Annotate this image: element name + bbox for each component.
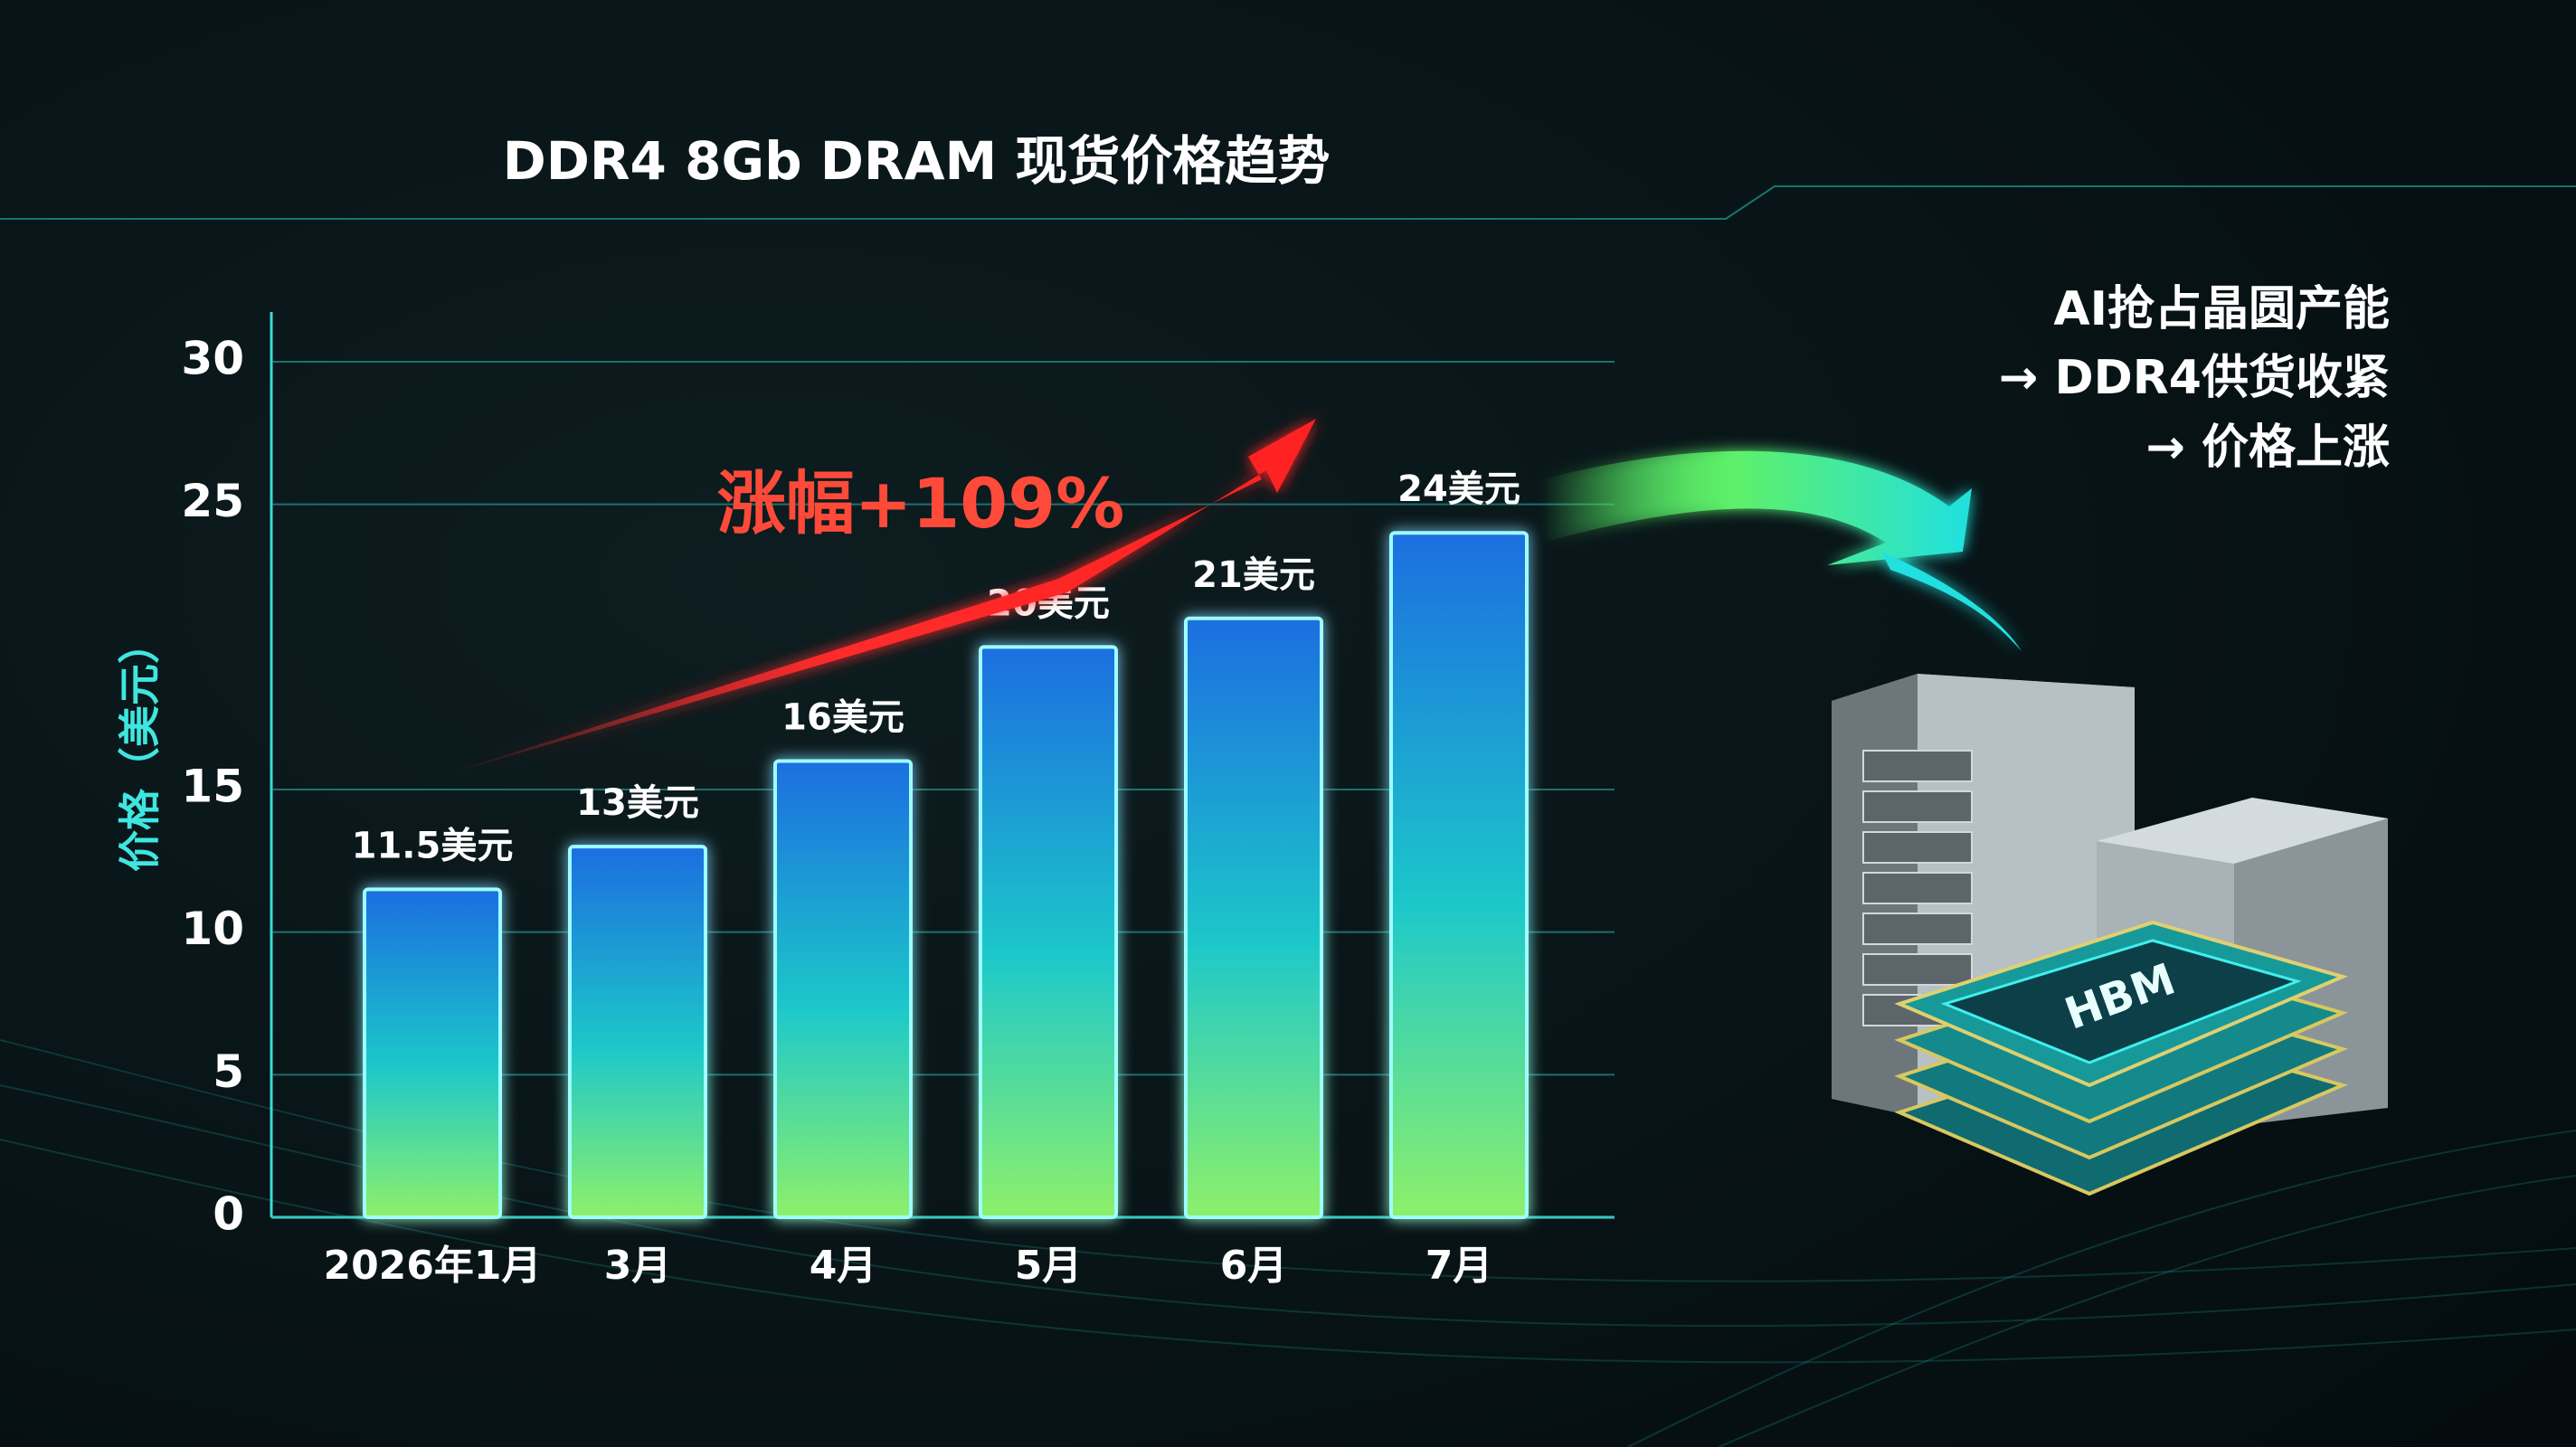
y-tick-label: 15 [181,761,244,813]
plot: 05101525302026年1月11.5美元3月13美元4月16美元5月20美… [181,333,1615,1289]
y-axis-label: 价格（美元） [116,622,165,872]
x-tick-label: 7月 [1425,1243,1493,1289]
data-label: 13美元 [576,782,699,824]
y-tick-label: 30 [181,333,244,385]
note: AI抢占晶圆产能 [2053,282,2390,336]
title-frame [0,185,2576,222]
x-tick-label: 2026年1月 [323,1243,541,1289]
chart-title: DDR4 8Gb DRAM 现货价格趋势 [503,130,1331,192]
bar [1184,616,1323,1219]
decor-waves [0,1039,2576,1447]
data-label: 21美元 [1192,554,1315,596]
green-arrow [1542,450,2022,651]
bar [773,759,913,1219]
y-tick-label: 0 [213,1188,244,1241]
server-illustration: HBM [1832,674,2388,1196]
data-label: 24美元 [1397,468,1520,510]
y-tick-label: 5 [213,1045,244,1098]
bar [1389,531,1529,1219]
bar [568,845,707,1219]
hbm-stack [1894,920,2348,1196]
notes: AI抢占晶圆产能 → DDR4供货收紧 → 价格上涨 [1999,282,2390,475]
y-tick-label: 10 [181,903,244,955]
x-tick-label: 6月 [1220,1243,1288,1289]
bar [363,887,502,1219]
note: → 价格上涨 [2145,421,2390,475]
annotation: 涨幅+109% [717,463,1124,544]
note: → DDR4供货收紧 [1999,351,2390,405]
bar [979,645,1118,1219]
x-tick-label: 4月 [810,1243,877,1289]
x-tick-label: 3月 [604,1243,672,1289]
x-tick-label: 5月 [1015,1243,1083,1289]
data-label: 11.5美元 [352,825,514,866]
data-label: 16美元 [781,696,904,738]
y-tick-label: 25 [181,475,244,527]
